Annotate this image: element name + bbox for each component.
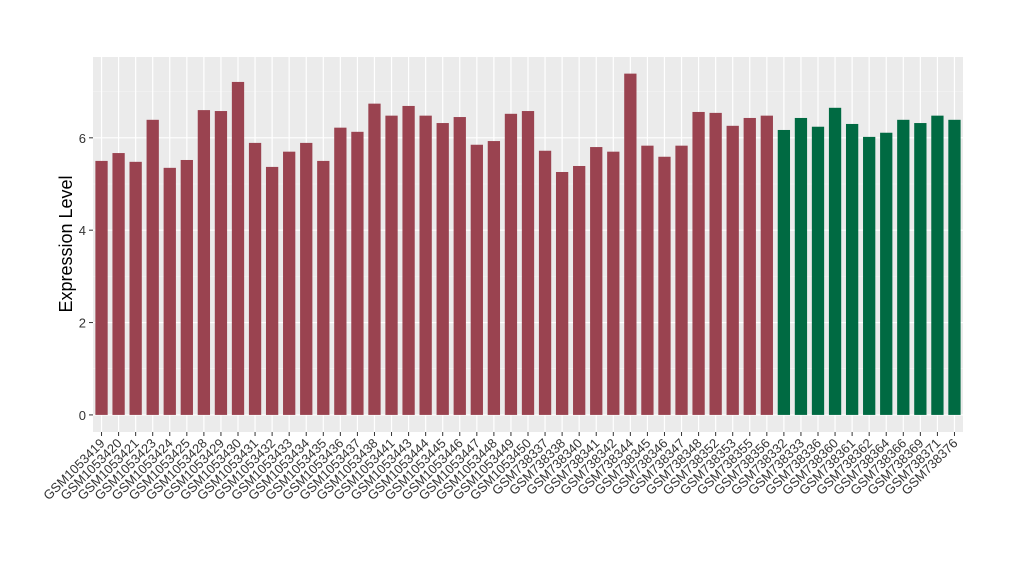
bar [760, 115, 773, 415]
bar [317, 160, 330, 415]
bar [436, 123, 449, 415]
bar [112, 153, 125, 415]
bar [504, 113, 518, 415]
bar [95, 160, 108, 415]
bar [624, 73, 637, 415]
bar [214, 111, 228, 415]
bar [197, 110, 211, 415]
bar [675, 145, 688, 415]
bar [641, 145, 654, 415]
bar [419, 115, 432, 415]
bar [300, 142, 313, 415]
bar [351, 131, 364, 415]
bar [453, 117, 466, 415]
bar [845, 123, 859, 415]
bar [743, 117, 756, 415]
bar [573, 165, 586, 415]
bar [334, 127, 347, 415]
bar [692, 111, 705, 415]
bar [146, 119, 159, 415]
bar [658, 156, 671, 415]
bar [794, 117, 808, 415]
y-axis-label: Expression Level [56, 175, 76, 312]
y-tick-label: 6 [79, 131, 86, 146]
bar [231, 81, 245, 415]
bar [863, 136, 876, 415]
y-tick-label: 0 [79, 408, 86, 423]
bar [777, 129, 791, 415]
bar [811, 126, 825, 415]
bar [385, 115, 398, 415]
bar [931, 115, 944, 415]
bar [914, 123, 927, 415]
y-tick-label: 2 [79, 316, 86, 331]
bar [521, 111, 535, 415]
bar [487, 141, 501, 415]
bar [590, 147, 603, 415]
bar [248, 142, 262, 415]
bar [538, 150, 552, 415]
bar [470, 144, 483, 415]
bar [129, 161, 142, 415]
bar [897, 119, 910, 415]
bar [163, 167, 176, 415]
y-tick-label: 4 [79, 223, 86, 238]
bar [180, 159, 193, 415]
bar [726, 125, 739, 415]
bar [828, 107, 842, 415]
bar [368, 103, 381, 415]
bar [555, 171, 569, 415]
bar [265, 166, 279, 415]
bar [283, 151, 296, 415]
bar [607, 151, 620, 415]
bar [948, 119, 961, 415]
bar [402, 105, 415, 415]
bar [880, 132, 893, 415]
bar [709, 112, 722, 415]
